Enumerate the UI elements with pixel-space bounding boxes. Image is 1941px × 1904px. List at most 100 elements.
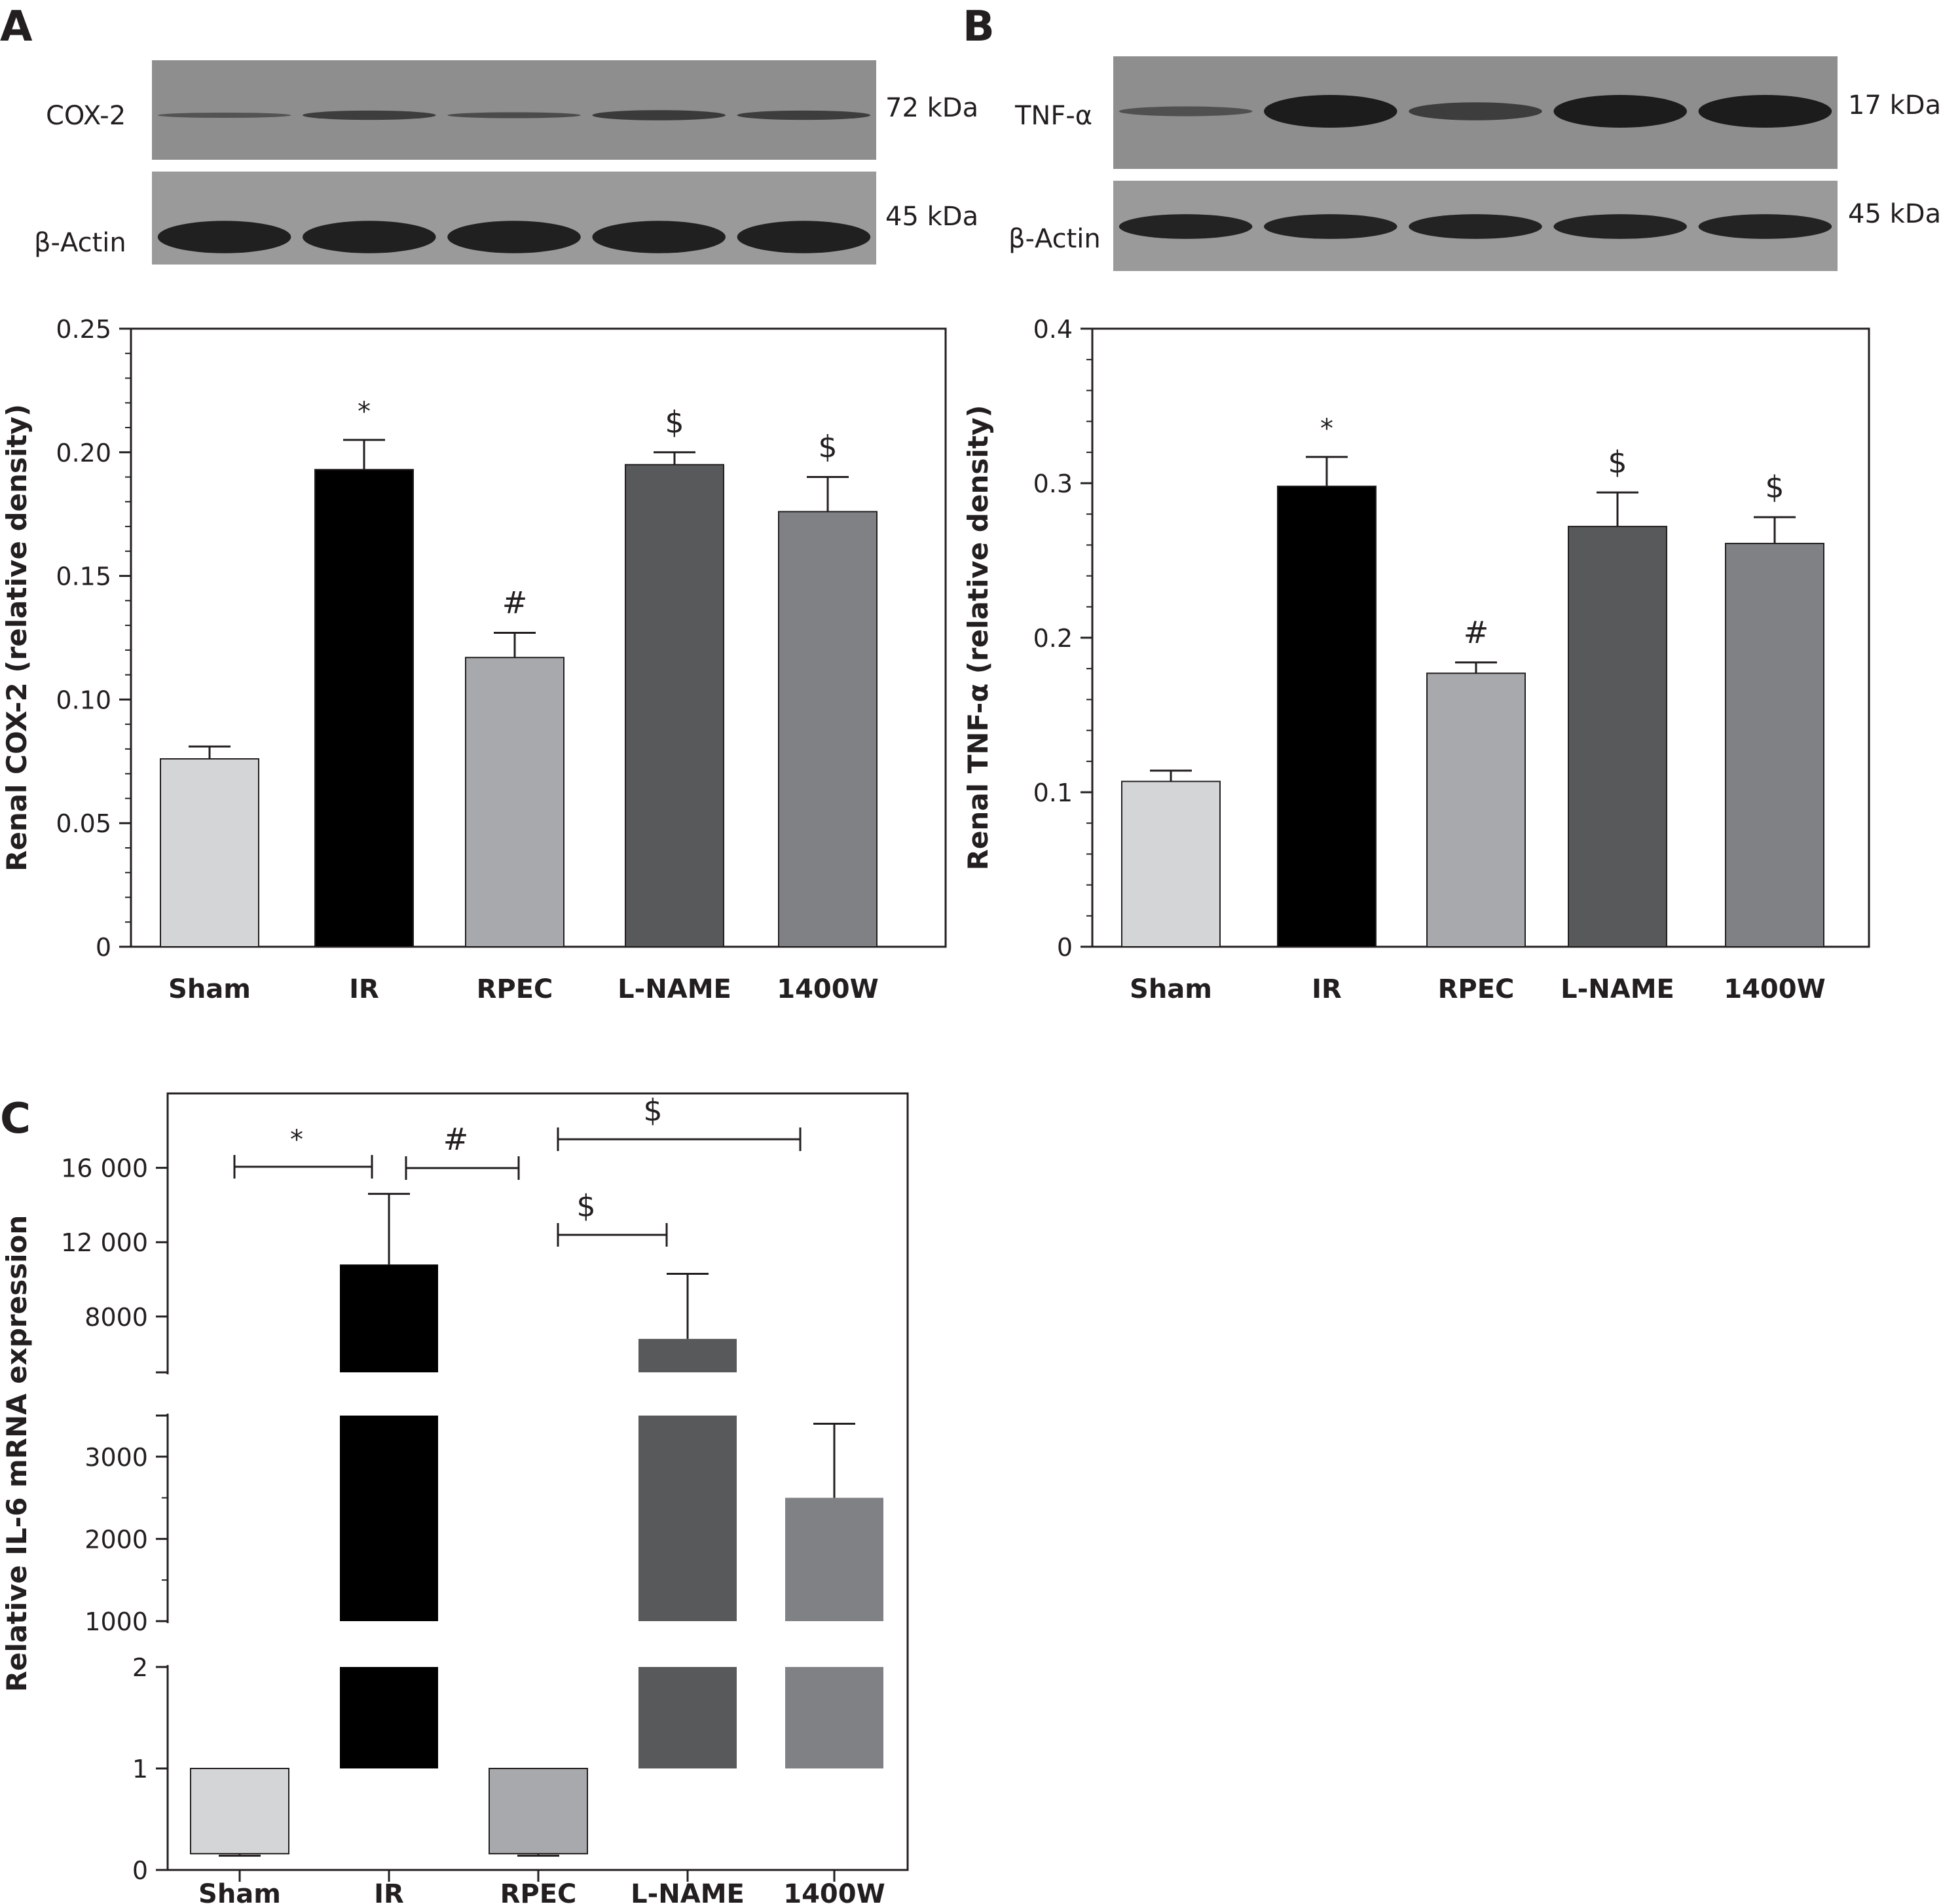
chart-a-y-tick-label: 0 [96,933,111,962]
blot-a-actin-band-lane-3 [447,221,581,253]
chart-b-x-tick-label-ir: IR [1312,974,1342,1004]
chart-a-annotation-1400w: $ [818,430,837,465]
blot-a-protein-label: COX-2 [46,101,126,131]
chart-b-x-tick-label-l-name: L-NAME [1561,974,1674,1004]
chart-b: 00.10.20.30.4 Sham*IR#RPEC$L-NAME$1400W … [962,315,1870,1004]
chart-a-annotation-l-name: $ [665,405,684,440]
chart-a-x-tick-label-rpec: RPEC [477,974,553,1004]
chart-b-x-tick-label-sham: Sham [1130,974,1212,1004]
chart-c-x-tick-label-ir: IR [374,1879,404,1904]
panel-letter-a: A [0,3,33,51]
chart-c-y-axis-label: Relative IL-6 mRNA expression [1,1215,33,1693]
blot-b: TNF-α β-Actin 17 kDa 45 kDa [1008,56,1941,271]
blot-a: COX-2 β-Actin 72 kDa 45 kDa [34,60,978,265]
chart-c-y-tick-label: 0 [132,1856,148,1885]
chart-c-bar-l-name-upper [638,1338,737,1372]
chart-a-bar-ir [314,469,414,947]
chart-c-significance-label: * [290,1125,303,1155]
chart-a: 0 0.05 0.10 0.15 0.20 0.25 Sham * IR # RPEC $ L-NAM… [1,315,947,1004]
chart-b-bar-ir [1277,485,1377,947]
chart-a-y-axis-label: Renal COX-2 (relative density) [1,404,33,871]
chart-a-annotation-ir: * [358,397,371,427]
chart-b-x-tick-label-rpec: RPEC [1438,974,1515,1004]
chart-a-bar-sham [160,758,259,948]
blot-b-band-lane-4 [1553,95,1687,128]
chart-c-y-tick-label: 12 000 [61,1228,148,1257]
chart-b-annotation-1400w: $ [1765,469,1784,505]
chart-a-bar-rpec [465,657,564,947]
chart-c-bar-1400w-lower [785,1667,883,1768]
chart-a-x-tick-label-l-name: L-NAME [618,974,731,1004]
chart-b-y-tick-label: 0.2 [1033,624,1073,653]
chart-c: 0 1 2 1000 2000 3000 8000 12 000 16 000 Sham IR RP… [1,1092,909,1904]
chart-c-bar-ir-middle [340,1416,438,1621]
blot-b-actin-band-lane-2 [1264,214,1397,239]
blot-a-actin-label: β-Actin [34,228,126,258]
blot-a-band-lane-3 [447,112,581,119]
chart-c-significance-label: # [443,1122,469,1157]
chart-b-y-tick-label: 0.1 [1033,778,1073,807]
blot-b-actin-band-lane-4 [1553,214,1687,239]
panel-letter-b: B [963,3,995,51]
chart-b-y-tick-label: 0 [1057,933,1073,962]
chart-a-y-tick-label: 0.10 [56,686,111,714]
chart-b-annotation-rpec: # [1464,615,1489,650]
chart-c-bar-1400w-middle [785,1497,883,1621]
chart-c-x-tick-label-sham: Sham [198,1879,281,1904]
blot-a-actin-size-label: 45 kDa [885,202,978,232]
chart-a-bar-l-name [625,464,724,947]
chart-c-axis-break [164,1623,172,1665]
chart-a-y-tick-label: 0.20 [56,439,111,467]
chart-c-bar-ir-lower [340,1667,438,1768]
chart-c-y-tick-label: 16 000 [61,1154,148,1183]
chart-b-bar-rpec [1426,672,1526,948]
chart-a-x-tick-label-1400w: 1400W [777,974,878,1004]
blot-a-size-label: 72 kDa [885,93,978,123]
chart-b-y-tick-label: 0.4 [1033,315,1073,344]
chart-c-y-tick-label: 1000 [84,1607,148,1636]
chart-c-bar-l-name-middle [638,1416,737,1621]
chart-a-y-tick-label: 0.05 [56,809,111,838]
chart-b-bar-l-name [1568,526,1667,947]
chart-c-bar-l-name-lower [638,1667,737,1768]
chart-c-significance-label: $ [643,1093,662,1128]
chart-c-significance-label: $ [576,1188,595,1224]
blot-a-target-strip [152,60,876,160]
chart-b-bar-sham [1121,780,1221,947]
chart-c-x-tick-label-l-name: L-NAME [631,1879,745,1904]
blot-a-band-lane-1 [157,113,291,118]
blot-b-band-lane-3 [1409,102,1542,120]
blot-a-actin-band-lane-1 [157,221,291,253]
blot-b-band-lane-1 [1118,106,1253,117]
chart-a-y-tick-label: 0.15 [56,562,111,591]
chart-c-axis-break [164,1374,172,1414]
blot-a-actin-band-lane-4 [592,221,726,253]
chart-b-y-axis-label: Renal TNF-α (relative density) [962,405,994,871]
panel-letter-c: C [0,1095,31,1143]
chart-c-bar-ir-upper [340,1264,438,1372]
chart-b-bar-1400w [1725,543,1824,947]
chart-a-annotation-rpec: # [502,585,528,620]
blot-b-actin-band-lane-5 [1698,214,1832,239]
blot-b-actin-size-label: 45 kDa [1848,199,1941,229]
chart-c-y-tick-label: 1 [132,1755,148,1784]
blot-b-actin-band-lane-1 [1118,214,1253,239]
blot-b-actin-band-lane-3 [1409,214,1542,239]
chart-c-x-tick-label-rpec: RPEC [500,1879,577,1904]
blot-b-protein-label: TNF-α [1014,101,1092,131]
chart-b-annotation-ir: * [1320,414,1333,444]
chart-b-x-tick-label-1400w: 1400W [1724,974,1825,1004]
chart-a-x-tick-label-sham: Sham [168,974,251,1004]
chart-b-annotation-l-name: $ [1608,445,1627,480]
blot-a-band-lane-5 [737,110,871,120]
chart-a-x-tick-label-ir: IR [349,974,379,1004]
chart-c-y-tick-label: 2000 [84,1525,148,1554]
blot-b-band-lane-5 [1698,95,1832,128]
blot-b-actin-label: β-Actin [1008,224,1101,254]
chart-c-bar-rpec [489,1768,588,1855]
chart-c-x-tick-label-1400w: 1400W [783,1879,885,1904]
blot-a-band-lane-4 [592,110,726,120]
chart-c-y-tick-label: 3000 [84,1443,148,1472]
blot-a-band-lane-2 [303,110,436,120]
